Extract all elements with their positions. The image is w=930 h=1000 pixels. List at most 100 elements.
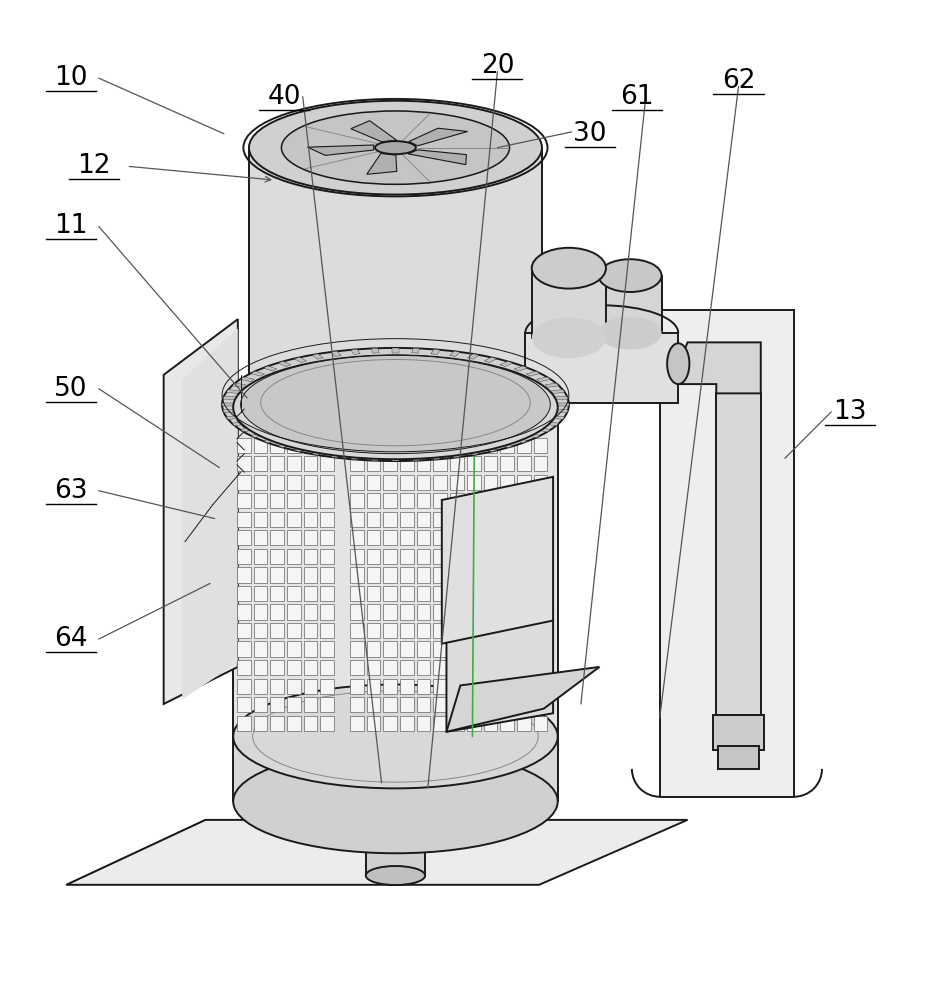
Bar (467, 641, 481, 657)
Bar (304, 679, 317, 694)
Polygon shape (514, 366, 527, 371)
Bar (417, 679, 431, 694)
Ellipse shape (599, 317, 661, 349)
Bar (534, 530, 547, 545)
Bar (534, 549, 547, 564)
Polygon shape (233, 736, 558, 801)
Bar (433, 716, 447, 731)
Bar (320, 623, 334, 638)
Bar (304, 512, 317, 527)
Bar (383, 567, 397, 583)
Bar (534, 493, 547, 508)
Bar (450, 716, 464, 731)
Polygon shape (431, 349, 440, 354)
Bar (287, 697, 300, 712)
Bar (350, 623, 364, 638)
Bar (467, 697, 481, 712)
Ellipse shape (222, 348, 569, 461)
Bar (450, 438, 464, 453)
Ellipse shape (365, 792, 425, 811)
Bar (254, 604, 267, 620)
Polygon shape (551, 390, 565, 393)
Polygon shape (525, 333, 678, 403)
Bar (400, 716, 414, 731)
Bar (400, 512, 414, 527)
Bar (237, 512, 250, 527)
Polygon shape (278, 442, 291, 448)
Bar (433, 586, 447, 601)
Bar (237, 660, 250, 675)
Text: 20: 20 (481, 53, 514, 79)
Polygon shape (251, 433, 264, 438)
Polygon shape (331, 453, 341, 458)
Polygon shape (223, 409, 235, 413)
Bar (366, 549, 380, 564)
Bar (450, 623, 464, 638)
Bar (271, 567, 284, 583)
Bar (417, 493, 431, 508)
Bar (500, 679, 514, 694)
Bar (287, 679, 300, 694)
Bar (534, 623, 547, 638)
Bar (304, 475, 317, 490)
Bar (484, 549, 498, 564)
Ellipse shape (667, 343, 689, 384)
Bar (350, 512, 364, 527)
Bar (287, 475, 300, 490)
Bar (320, 679, 334, 694)
Bar (417, 641, 431, 657)
Bar (400, 438, 414, 453)
Bar (350, 475, 364, 490)
Bar (433, 549, 447, 564)
Bar (304, 641, 317, 657)
Ellipse shape (249, 356, 542, 450)
Bar (350, 456, 364, 471)
Bar (400, 493, 414, 508)
Bar (484, 475, 498, 490)
Bar (366, 679, 380, 694)
Bar (237, 604, 250, 620)
Bar (484, 660, 498, 675)
Bar (304, 567, 317, 583)
Polygon shape (351, 455, 360, 460)
Bar (467, 623, 481, 638)
Polygon shape (532, 268, 606, 338)
Bar (287, 456, 300, 471)
Bar (534, 697, 547, 712)
Bar (254, 641, 267, 657)
Polygon shape (500, 361, 512, 367)
Polygon shape (66, 820, 687, 885)
Bar (417, 512, 431, 527)
Bar (517, 493, 531, 508)
Bar (287, 530, 300, 545)
Bar (433, 530, 447, 545)
Text: 10: 10 (54, 65, 87, 91)
Bar (534, 438, 547, 453)
Bar (450, 512, 464, 527)
Bar (304, 716, 317, 731)
Bar (417, 586, 431, 601)
Polygon shape (241, 427, 254, 432)
Bar (383, 475, 397, 490)
Bar (320, 512, 334, 527)
Bar (517, 456, 531, 471)
Bar (271, 475, 284, 490)
Bar (500, 586, 514, 601)
Bar (417, 475, 431, 490)
Ellipse shape (375, 141, 416, 154)
Bar (254, 456, 267, 471)
Bar (237, 697, 250, 712)
Bar (271, 660, 284, 675)
Bar (320, 530, 334, 545)
Bar (366, 438, 380, 453)
Polygon shape (431, 455, 440, 460)
Bar (517, 679, 531, 694)
Bar (534, 604, 547, 620)
Polygon shape (371, 348, 379, 353)
Polygon shape (351, 349, 360, 354)
Bar (517, 567, 531, 583)
Polygon shape (222, 403, 234, 406)
Bar (467, 512, 481, 527)
Polygon shape (446, 667, 600, 732)
Bar (271, 512, 284, 527)
